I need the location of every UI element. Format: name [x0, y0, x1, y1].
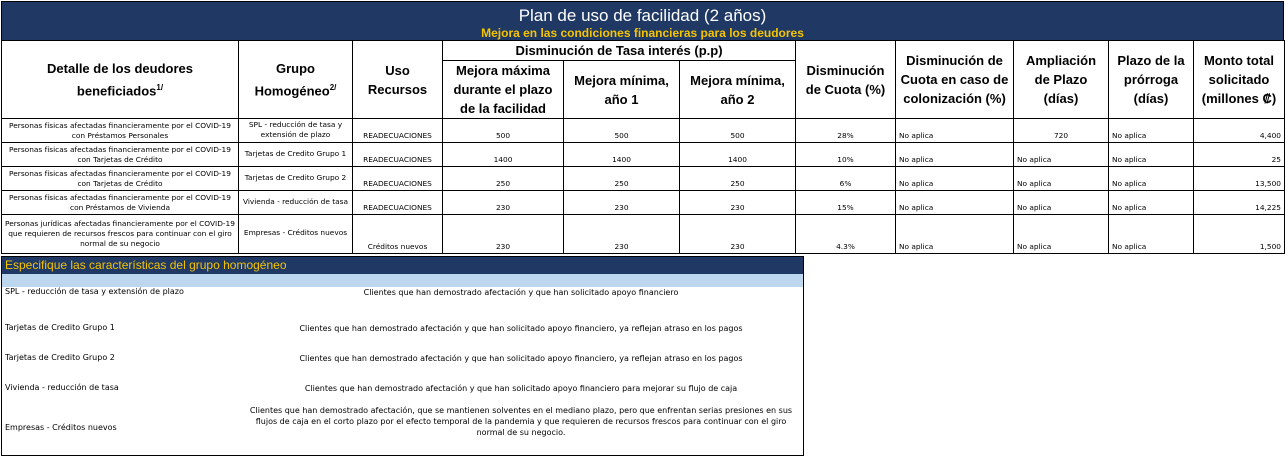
cell-prorroga: No aplica	[1108, 142, 1194, 167]
cell-monto: 13,500	[1193, 166, 1285, 191]
cell-uso: READECUACIONES	[352, 118, 443, 143]
cell-monto: 25	[1193, 142, 1285, 167]
cell-cuota-col: No aplica	[895, 118, 1014, 143]
table-row: Personas físicas afectadas financieramen…	[1, 142, 1285, 167]
cell-monto: 1,500	[1193, 214, 1285, 254]
header-row-1: Detalle de los deudores beneficiados1/ G…	[1, 40, 1285, 119]
cell-monto: 4,400	[1193, 118, 1285, 143]
cell-prorroga: No aplica	[1108, 190, 1194, 215]
table-row: Personas físicas afectadas financieramen…	[1, 190, 1285, 215]
cell-max: 230	[442, 214, 564, 254]
cell-min2: 1400	[679, 142, 796, 167]
cell-min2: 500	[679, 118, 796, 143]
cell-grupo: Vivienda - reducción de tasa	[238, 190, 353, 215]
spec-heading: Especifique las características del grup…	[2, 257, 803, 274]
col-header-tasa-min1: Mejora mínima, año 1	[563, 60, 680, 119]
spec-subheader-band	[2, 274, 803, 287]
title-bar: Plan de uso de facilidad (2 años) Mejora…	[1, 1, 1284, 41]
spec-row: SPL - reducción de tasa y extensión de p…	[2, 287, 803, 301]
header-row-2: Mejora máxima durante el plazo de la fac…	[2, 60, 1285, 119]
cell-detalle: Personas físicas afectadas financieramen…	[1, 142, 239, 167]
cell-prorroga: No aplica	[1108, 214, 1194, 254]
spec-grupo: Vivienda - reducción de tasa	[5, 383, 119, 392]
col-header-ampliacion: Ampliación de Plazo (días)	[1013, 40, 1109, 119]
col-header-tasa-min2: Mejora mínima, año 2	[679, 60, 796, 119]
spec-row: Tarjetas de Credito Grupo 1 Clientes que …	[2, 323, 803, 337]
cell-uso: READECUACIONES	[352, 190, 443, 215]
cell-min2: 250	[679, 166, 796, 191]
cell-grupo: SPL - reducción de tasa y extensión de p…	[238, 118, 353, 143]
spec-descripcion: Clientes que han demostrado afectación y…	[299, 354, 743, 363]
col-header-detalle: Detalle de los deudores beneficiados1/	[1, 40, 239, 119]
cell-ampliacion: No aplica	[1013, 214, 1109, 254]
cell-cuota-col: No aplica	[895, 166, 1014, 191]
cell-detalle: Personas físicas afectadas financieramen…	[1, 118, 239, 143]
cell-max: 230	[442, 190, 564, 215]
col-header-uso: Uso Recursos	[352, 40, 443, 119]
table-row: Personas físicas afectadas financieramen…	[1, 118, 1285, 143]
spec-grupo: Tarjetas de Credito Grupo 1	[5, 323, 115, 332]
spec-row: Vivienda - reducción de tasa Clientes que…	[2, 383, 803, 397]
spec-descripcion: Clientes que han demostrado afectación y…	[363, 288, 679, 297]
cell-cuota: 10%	[795, 142, 896, 167]
cell-monto: 14,225	[1193, 190, 1285, 215]
cell-min2: 230	[679, 214, 796, 254]
cell-cuota-col: No aplica	[895, 214, 1014, 254]
col-header-grupo: Grupo Homogéneo2/	[238, 40, 353, 119]
cell-ampliacion: No aplica	[1013, 166, 1109, 191]
cell-max: 1400	[442, 142, 564, 167]
cell-uso: READECUACIONES	[352, 166, 443, 191]
plan-table: Detalle de los deudores beneficiados1/ G…	[1, 40, 1285, 254]
cell-uso: READECUACIONES	[352, 142, 443, 167]
spec-descripcion: Clientes que han demostrado afectación y…	[299, 324, 743, 333]
col-header-prorroga: Plazo de la prórroga (días)	[1108, 40, 1194, 119]
cell-grupo: Tarjetas de Credito Grupo 2	[238, 166, 353, 191]
cell-cuota: 4.3%	[795, 214, 896, 254]
cell-min1: 1400	[563, 142, 680, 167]
page-subtitle: Mejora en las condiciones financieras pa…	[481, 26, 804, 40]
cell-grupo: Empresas - Créditos nuevos	[238, 214, 353, 254]
spec-row: Tarjetas de Credito Grupo 2 Clientes que …	[2, 353, 803, 367]
spec-descripcion: Clientes que han demostrado afectación, …	[249, 406, 793, 437]
cell-min2: 230	[679, 190, 796, 215]
spec-descripcion: Clientes que han demostrado afectación y…	[304, 384, 738, 393]
cell-ampliacion: 720	[1013, 118, 1109, 143]
cell-cuota-col: No aplica	[895, 190, 1014, 215]
col-header-tasa-max: Mejora máxima durante el plazo de la fac…	[442, 60, 564, 119]
cell-cuota: 15%	[795, 190, 896, 215]
spec-row: Empresas - Créditos nuevos Clientes que h…	[2, 405, 803, 445]
col-header-cuota: Disminución de Cuota (%)	[795, 40, 896, 119]
cell-max: 250	[442, 166, 564, 191]
cell-detalle: Personas físicas afectadas financieramen…	[1, 166, 239, 191]
cell-min1: 250	[563, 166, 680, 191]
col-header-tasa-group: Disminución de Tasa interés (p.p)	[442, 40, 796, 61]
cell-cuota: 6%	[795, 166, 896, 191]
col-header-cuota-col: Disminución de Cuota en caso de coloniza…	[895, 40, 1014, 119]
cell-cuota: 28%	[795, 118, 896, 143]
cell-max: 500	[442, 118, 564, 143]
spec-panel: Especifique las características del grup…	[1, 256, 804, 456]
cell-min1: 500	[563, 118, 680, 143]
table-row: Personas físicas afectadas financieramen…	[1, 166, 1285, 191]
cell-min1: 230	[563, 214, 680, 254]
cell-detalle: Personas físicas afectadas financieramen…	[1, 190, 239, 215]
cell-grupo: Tarjetas de Credito Grupo 1	[238, 142, 353, 167]
cell-prorroga: No aplica	[1108, 166, 1194, 191]
page-title: Plan de uso de facilidad (2 años)	[518, 6, 767, 25]
cell-cuota-col: No aplica	[895, 142, 1014, 167]
spec-grupo: SPL - reducción de tasa y extensión de p…	[5, 287, 184, 296]
cell-ampliacion: No aplica	[1013, 142, 1109, 167]
col-header-monto: Monto total solicitado (millones ₡)	[1193, 40, 1285, 119]
cell-ampliacion: No aplica	[1013, 190, 1109, 215]
cell-prorroga: No aplica	[1108, 118, 1194, 143]
cell-uso: Créditos nuevos	[352, 214, 443, 254]
table-row: Personas jurídicas afectadas financieram…	[1, 214, 1285, 254]
spec-grupo: Tarjetas de Credito Grupo 2	[5, 353, 115, 362]
spec-grupo: Empresas - Créditos nuevos	[5, 423, 117, 432]
cell-min1: 230	[563, 190, 680, 215]
cell-detalle: Personas jurídicas afectadas financieram…	[1, 214, 239, 254]
